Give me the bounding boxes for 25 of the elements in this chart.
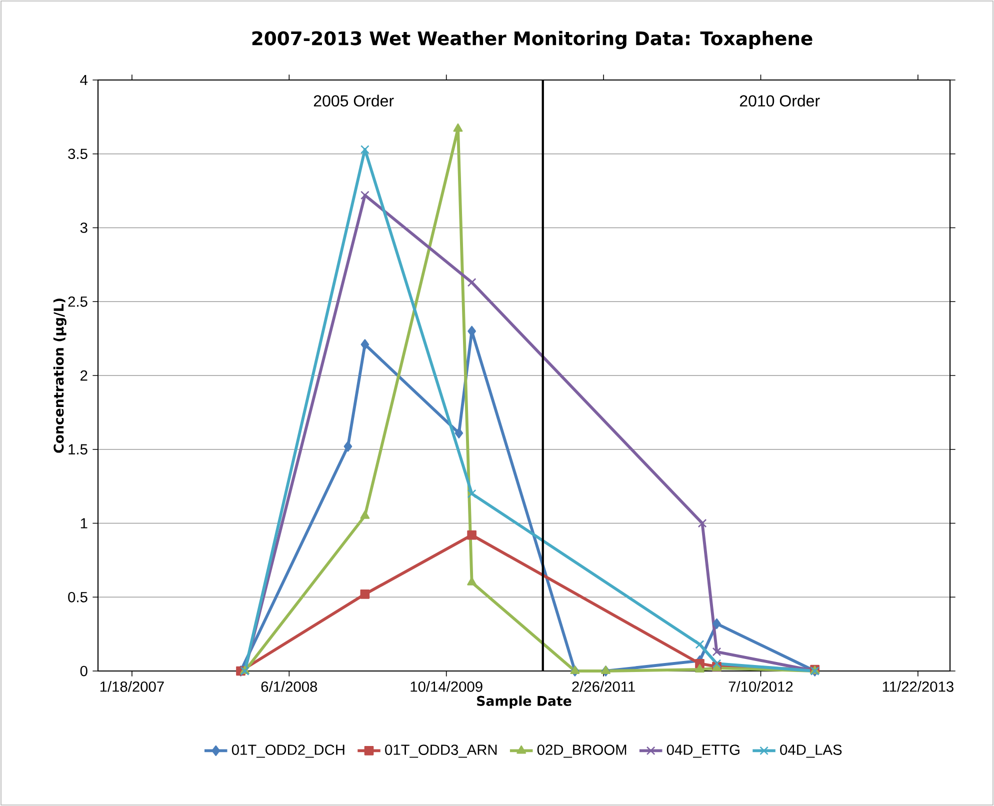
legend-label: 01T_ODD2_DCH	[232, 744, 344, 758]
y-tick-label: 4	[80, 74, 88, 86]
y-tick-label: 3	[80, 222, 88, 233]
legend-label: 04D_LAS	[780, 744, 842, 758]
x-tick-label: 6/1/2008	[261, 681, 318, 692]
x-tick-label: 2/26/2011	[572, 681, 635, 692]
x-tick-label: 10/14/2009	[410, 681, 482, 692]
legend-label: 01T_ODD3_ARN	[385, 744, 497, 758]
y-tick-label: 2.5	[68, 296, 88, 307]
y-tick-label: 1	[80, 518, 88, 528]
y-tick-label: 3.5	[68, 148, 88, 160]
y-tick-label: 2	[80, 370, 88, 381]
x-tick-label: 1/18/2007	[100, 681, 164, 692]
annotation: 2005 Order	[314, 94, 394, 107]
x-tick-label: 11/22/2013	[882, 681, 954, 692]
legend-label: 02D_BROOM	[537, 744, 626, 758]
y-tick-label: 0	[80, 666, 88, 676]
chart-title: 2007-2013 Wet Weather Monitoring Data: Toxaphene	[252, 30, 812, 50]
legend-label: 04D_ETTG	[666, 744, 740, 758]
y-tick-label: 1.5	[68, 444, 88, 454]
x-axis-title: Sample Date	[477, 696, 572, 709]
x-tick-label: 7/10/2012	[728, 681, 793, 692]
annotation: 2010 Order	[740, 94, 820, 107]
y-tick-label: 0.5	[68, 592, 88, 602]
y-axis-title: Concentration (µg/L)	[53, 298, 66, 453]
